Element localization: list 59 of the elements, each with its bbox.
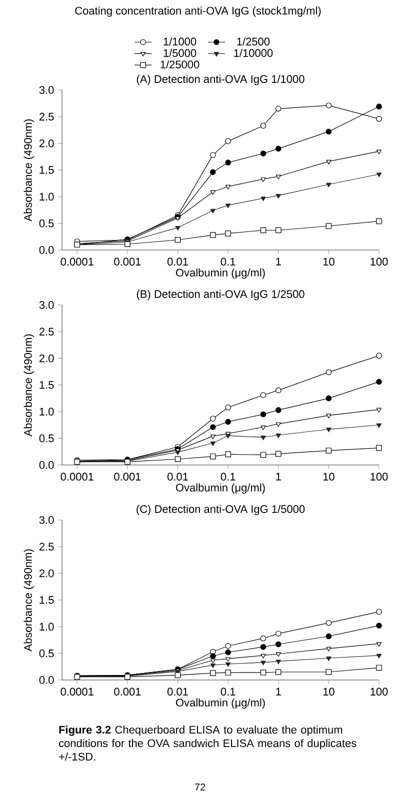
legend-label: 1/1000 (164, 37, 196, 46)
y-tick-label: 2.0 (39, 139, 54, 148)
y-tick-label: 0.0 (39, 246, 54, 254)
y-tick-label: 1.0 (40, 192, 54, 201)
y-tick-label: 2.5 (39, 328, 54, 336)
x-tick-label: 1 (276, 688, 281, 696)
chart-title: (A) Detection anti-OVA IgG 1/1000 (136, 74, 304, 86)
x-tick-label: 10 (323, 258, 334, 266)
legend-label: 1/10000 (234, 48, 273, 57)
x-tick-label: 1 (276, 472, 281, 480)
chart-title: (C) Detection anti-OVA IgG 1/5000 (136, 504, 305, 516)
y-tick-label: 1.5 (40, 596, 54, 604)
x-tick-label: 0.01 (167, 472, 188, 481)
y-axis-title: Absorbance (490nm) (24, 549, 34, 652)
text: 72 (194, 784, 206, 791)
y-tick-label: 1.5 (40, 381, 54, 389)
x-tick-label: 100 (370, 472, 388, 481)
x-tick-label: 100 (370, 258, 388, 266)
x-tick-label: 1 (276, 258, 281, 266)
y-tick-label: 0.5 (39, 434, 54, 442)
y-tick-label: 1.0 (40, 622, 54, 631)
x-tick-label: 0.01 (167, 688, 188, 696)
x-tick-label: 100 (370, 688, 388, 696)
y-tick-label: 3.0 (39, 86, 54, 94)
x-tick-label: 0.0001 (60, 688, 94, 696)
text: Figure 3.2 Chequerboard ELISA to evaluate the optimum conditions for the OVA sandwich ELISA means of duplicates +/-1SD. (59, 726, 356, 761)
x-tick-label: 10 (323, 688, 334, 696)
x-tick-label: 0.0001 (60, 472, 94, 481)
y-tick-label: 0.0 (39, 676, 54, 684)
x-tick-label: 10 (323, 472, 334, 481)
y-tick-label: 0.5 (39, 219, 54, 228)
y-tick-label: 1.0 (40, 408, 54, 416)
legend-title: Coating concentration anti-OVA IgG (stock1mg/ml) (75, 6, 321, 17)
y-tick-label: 2.5 (39, 112, 54, 121)
legend-label: 1/25000 (160, 60, 200, 68)
x-tick-label: 0.1 (220, 472, 236, 481)
y-tick-label: 0.0 (39, 461, 54, 469)
x-tick-label: 0.01 (167, 258, 188, 266)
x-tick-label: 0.001 (114, 472, 141, 481)
y-tick-label: 0.5 (39, 649, 54, 658)
x-axis-title: Ovalbumin (μg/ml) (176, 268, 265, 279)
x-axis-title: Ovalbumin (μg/ml) (176, 483, 265, 494)
chart-title: (B) Detection anti-OVA IgG 1/2500 (136, 290, 304, 300)
y-axis-title: Absorbance (490nm) (24, 334, 34, 436)
y-axis-title: Absorbance (490nm) (24, 119, 34, 222)
x-tick-label: 0.1 (220, 688, 236, 696)
y-tick-label: 3.0 (39, 301, 54, 309)
legend-label: 1/5000 (164, 48, 196, 57)
y-tick-label: 2.5 (39, 542, 54, 551)
x-tick-label: 0.001 (114, 258, 141, 266)
y-tick-label: 2.0 (39, 569, 54, 578)
x-axis-title: Ovalbumin (μg/ml) (176, 698, 265, 709)
x-tick-label: 0.001 (114, 688, 141, 696)
y-tick-label: 1.5 (40, 166, 54, 174)
y-tick-label: 2.0 (39, 354, 54, 362)
x-tick-label: 0.0001 (60, 258, 94, 266)
legend-label: 1/2500 (237, 37, 270, 46)
y-tick-label: 3.0 (39, 516, 54, 524)
x-tick-label: 0.1 (220, 258, 236, 266)
